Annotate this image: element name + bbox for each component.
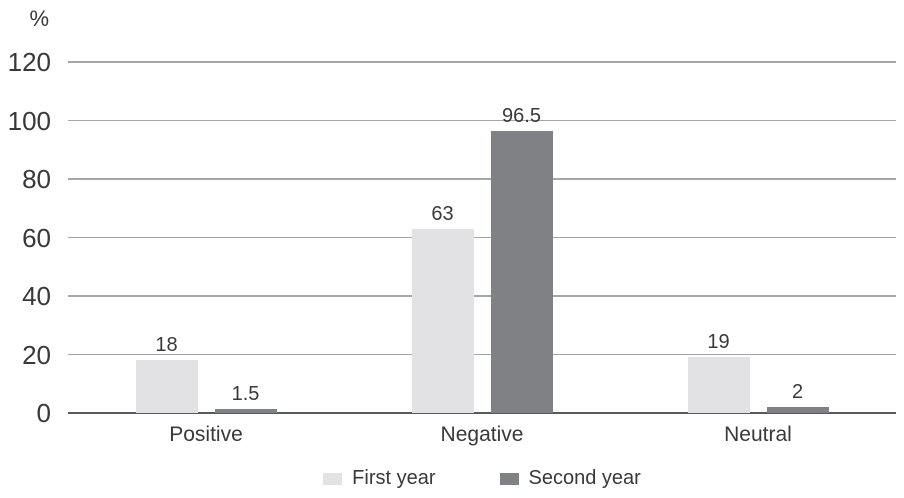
gridline-120: [68, 61, 896, 63]
category-label-neutral: Neutral: [724, 423, 792, 446]
category-label-positive: Positive: [169, 423, 243, 446]
value-label-second-year-negative: 96.5: [502, 104, 541, 127]
category-label-negative: Negative: [440, 423, 524, 446]
value-label-second-year-positive: 1.5: [231, 382, 260, 405]
gridline-20: [68, 353, 896, 356]
y-tick-label-120: 120: [7, 47, 51, 77]
y-tick-label-20: 20: [22, 339, 51, 370]
gridline-100: [68, 119, 896, 122]
bar-second-year-negative: [490, 130, 553, 413]
y-tick-label-100: 100: [7, 105, 51, 136]
value-label-first-year-negative: 63: [431, 202, 454, 225]
y-tick-label-0: 0: [36, 398, 51, 428]
gridline-40: [68, 295, 896, 297]
y-tick-label-40: 40: [22, 281, 51, 311]
x-axis-baseline: [68, 412, 896, 414]
legend-label-second-year: Second year: [528, 467, 641, 489]
bar-second-year-neutral: [766, 407, 829, 413]
y-tick-label-60: 60: [22, 222, 51, 253]
legend-item-second-year: Second year: [499, 467, 641, 490]
y-axis-unit-label: %: [29, 6, 49, 31]
gridline-80: [68, 178, 896, 180]
y-tick-label-80: 80: [22, 164, 51, 194]
value-label-second-year-neutral: 2: [791, 381, 804, 404]
legend-swatch-second-year: [499, 472, 519, 485]
bar-first-year-neutral: [687, 357, 750, 413]
gridline-60: [68, 236, 896, 239]
bar-first-year-negative: [411, 228, 474, 413]
legend-item-first-year: First year: [323, 467, 436, 490]
bar-first-year-positive: [135, 360, 198, 413]
legend-label-first-year: First year: [352, 467, 436, 489]
legend: First year Second year: [68, 467, 896, 490]
value-label-first-year-neutral: 19: [707, 331, 730, 354]
legend-swatch-first-year: [323, 472, 343, 485]
bar-second-year-positive: [214, 408, 277, 413]
value-label-first-year-positive: 18: [155, 334, 178, 357]
